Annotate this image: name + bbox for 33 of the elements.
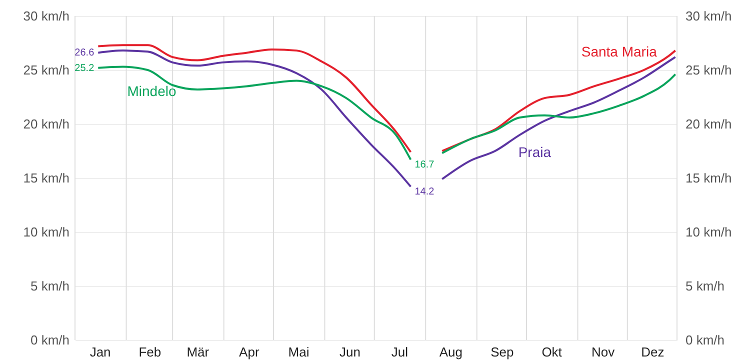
data-label: 26.6 [74,48,95,59]
y2-tick-label: 10 km/h [686,224,732,240]
x-tick-label: Okt [542,344,562,360]
y-tick-label: 10 km/h [23,224,70,240]
data-label: 25.2 [74,62,95,74]
y-tick-label: 5 km/h [30,278,70,294]
x-tick-label: Sep [490,344,514,360]
y2-tick-label: 25 km/h [686,62,732,78]
y2-tick-label: 0 km/h [686,332,725,348]
y-tick-label: 20 km/h [23,116,70,132]
x-tick-label: Mai [288,344,310,360]
y-tick-label: 15 km/h [23,170,70,186]
x-tick-label: Apr [239,344,260,360]
y2-tick-label: 20 km/h [686,116,732,132]
y-tick-label: 30 km/h [23,8,70,24]
y-tick-label: 25 km/h [23,62,70,78]
series-label: Praia [518,144,552,160]
data-label: 14.2 [414,186,435,198]
x-tick-label: Jun [340,344,361,360]
data-label: 16.7 [414,160,435,171]
y2-tick-label: 30 km/h [686,8,732,24]
y2-tick-label: 5 km/h [686,278,725,294]
x-tick-label: Mär [186,344,210,360]
x-tick-label: Jul [391,344,408,360]
series-label: Santa Maria [581,44,658,60]
x-tick-label: Dez [641,344,664,360]
y-tick-label: 0 km/h [30,332,70,348]
x-tick-label: Aug [439,344,462,360]
y2-tick-label: 15 km/h [686,170,732,186]
x-tick-label: Jan [90,344,111,360]
x-tick-label: Feb [138,344,162,360]
series-label: Mindelo [127,83,176,99]
x-tick-label: Nov [592,344,616,360]
